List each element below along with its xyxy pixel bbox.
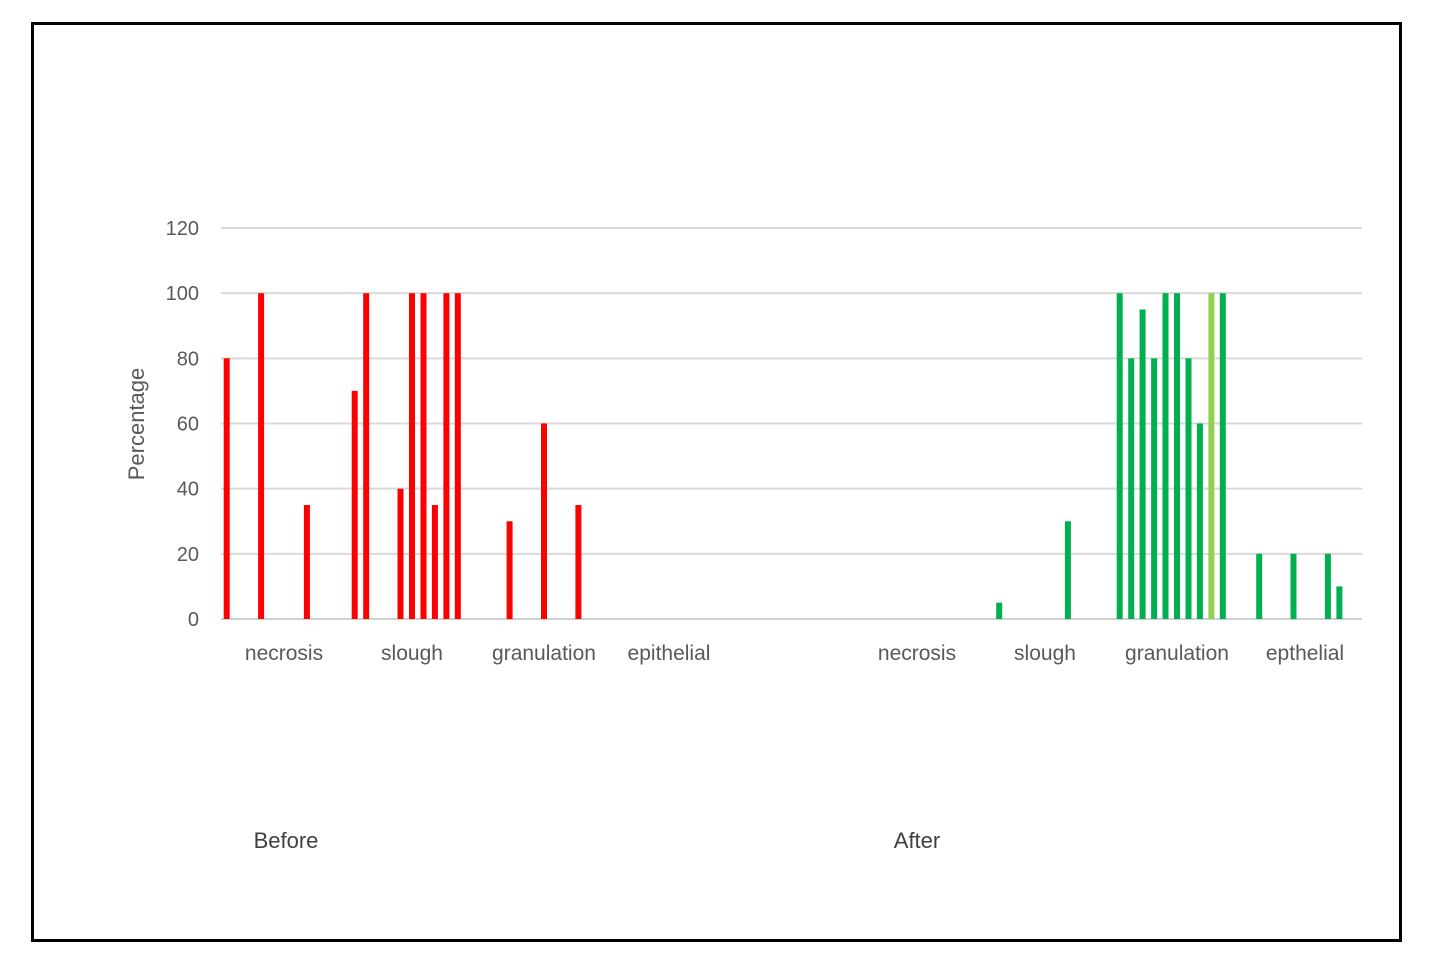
bar-before-slough-8	[443, 293, 450, 619]
bar-before-slough-6	[420, 293, 427, 619]
bar-after-granulation-7	[1196, 423, 1203, 619]
bar-after-granulation-0	[1116, 293, 1123, 619]
bar-before-slough-5	[409, 293, 415, 619]
bar-after-granulation-1	[1128, 358, 1135, 619]
y-tick-label: 60	[177, 414, 199, 436]
bar-after-granulation-4	[1162, 293, 1169, 619]
category-label-necrosis: necrosis	[245, 642, 323, 665]
y-tick-label: 100	[166, 283, 199, 305]
group-label-after: After	[894, 828, 940, 853]
bar-after-slough-7	[1064, 521, 1071, 620]
category-label-granulation: granulation	[1125, 642, 1229, 665]
bar-after-epthelial-1	[1256, 553, 1263, 619]
bar-after-epthelial-4	[1290, 553, 1297, 619]
y-tick-label: 0	[188, 609, 199, 631]
bar-before-granulation-8	[575, 505, 582, 619]
bar-before-necrosis-7	[303, 505, 310, 619]
group-labels: Before After	[254, 828, 941, 853]
bar-after-epthelial-8	[1336, 586, 1343, 619]
bar-before-granulation-5	[541, 423, 547, 619]
bar-after-granulation-2	[1139, 309, 1146, 619]
bars	[223, 293, 1343, 620]
category-label-epithelial: epithelial	[628, 642, 711, 665]
category-label-necrosis: necrosis	[878, 642, 956, 665]
y-tick-label: 120	[166, 218, 199, 240]
y-axis-label: Percentage	[124, 368, 149, 481]
category-label-epthelial: epthelial	[1266, 642, 1344, 665]
category-label-slough: slough	[1014, 642, 1076, 665]
bar-before-necrosis-0	[223, 358, 230, 619]
bar-before-slough-1	[363, 293, 370, 619]
bar-before-slough-0	[351, 390, 358, 619]
bar-before-necrosis-3	[258, 293, 265, 619]
category-labels: necrosis slough granulation epithelial necro…	[245, 642, 1344, 665]
bar-before-slough-7	[431, 505, 438, 619]
group-label-before: Before	[254, 828, 319, 853]
bar-after-epthelial-7	[1324, 553, 1331, 619]
y-tick-labels: 0 20 40 60 80 100 120	[166, 218, 199, 631]
bar-after-slough-1	[996, 602, 1003, 619]
bar-after-granulation-6	[1185, 358, 1192, 619]
bar-after-granulation-8	[1208, 293, 1215, 619]
bar-before-slough-9	[454, 293, 461, 619]
category-label-granulation: granulation	[492, 642, 596, 665]
bar-before-granulation-2	[506, 521, 513, 620]
y-tick-label: 80	[177, 348, 199, 370]
bar-before-slough-4	[397, 488, 404, 619]
bar-after-granulation-9	[1219, 293, 1226, 619]
y-tick-label: 20	[177, 544, 199, 566]
category-label-slough: slough	[381, 642, 443, 665]
bar-after-granulation-5	[1174, 293, 1180, 619]
y-tick-label: 40	[177, 479, 199, 501]
bar-after-granulation-3	[1151, 358, 1158, 619]
